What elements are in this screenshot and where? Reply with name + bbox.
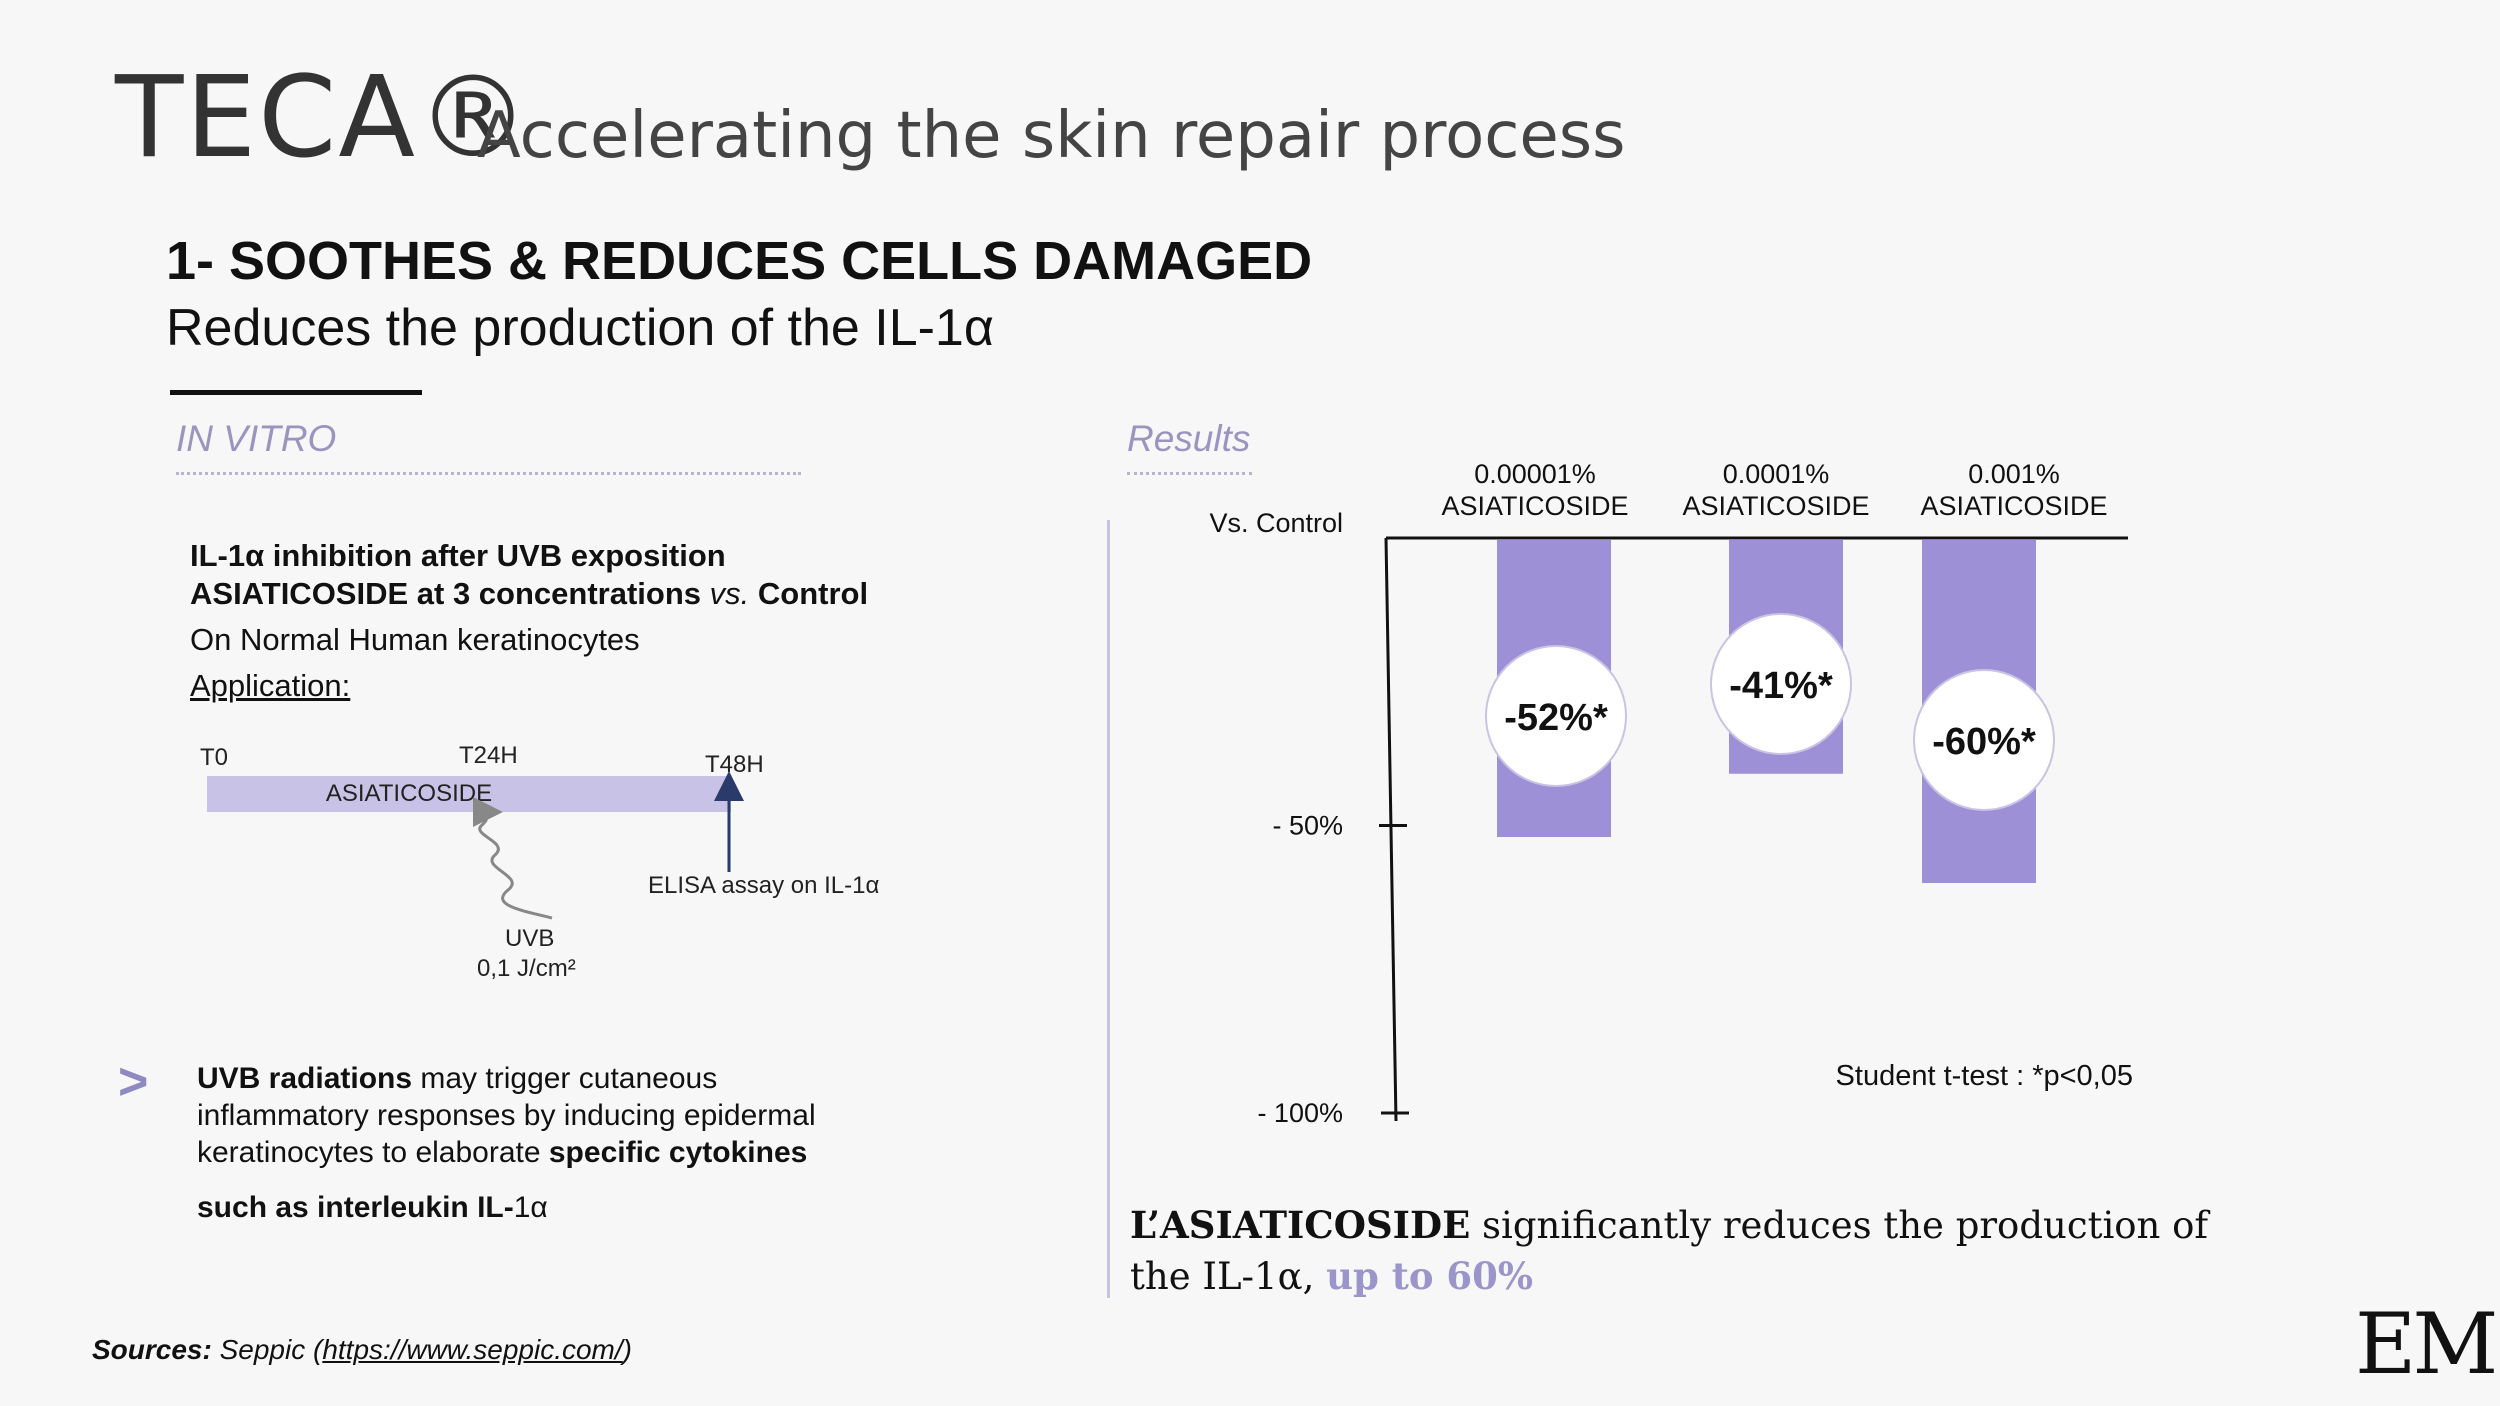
bullet-line: UVB radiations may trigger cutaneous: [197, 1062, 718, 1095]
chart-baseline-label: Vs. Control: [1209, 508, 1343, 538]
timeline-elisa: ELISA assay on IL-1α: [648, 872, 880, 899]
sources-footer: Sources: Seppic (https://www.seppic.com/…: [92, 1334, 632, 1365]
chart-category-label: ASIATICOSIDE: [1920, 491, 2107, 521]
chart-category-label: 0.001%: [1968, 459, 2060, 489]
chart-y-axis: [1384, 537, 1398, 1122]
chart-y-tick-label: - 50%: [1272, 811, 1343, 841]
uvb-wave: [472, 797, 553, 920]
timeline-bar: [207, 776, 731, 812]
chart-data-label-circle: [1710, 613, 1852, 755]
in-vitro-label: IN VITRO: [176, 418, 337, 459]
timeline-bar-label: ASIATICOSIDE: [325, 780, 493, 807]
in-vitro-divider: [176, 472, 801, 475]
chart-category-label: 0.00001%: [1474, 459, 1596, 489]
chart-data-label: -52%*: [1504, 697, 1608, 739]
chart-category-label: ASIATICOSIDE: [1682, 491, 1869, 521]
sources-link[interactable]: https://www.seppic.com/: [322, 1334, 623, 1365]
section-subheading: Reduces the production of the IL-1α: [166, 299, 994, 357]
chart-data-label: -60%*: [1932, 721, 2036, 763]
chart-data-label-circle: [1485, 645, 1627, 787]
panel-divider: [1107, 520, 1110, 1298]
timeline-t24: T24H: [459, 742, 518, 769]
results-label: Results: [1127, 418, 1251, 459]
application-label: Application:: [190, 668, 351, 703]
results-divider: [1127, 472, 1252, 475]
timeline-uvb: UVB: [505, 925, 555, 952]
bullet-line: keratinocytes to elaborate specific cyto…: [197, 1136, 808, 1169]
study-cells: On Normal Human keratinocytes: [190, 622, 640, 657]
conclusion-text: L’ASIATICOSIDE significantly reduces the…: [1130, 1203, 2209, 1298]
chart-category-label: ASIATICOSIDE: [1441, 491, 1628, 521]
study-subtitle: ASIATICOSIDE at 3 concentrations vs. Con…: [190, 576, 869, 611]
bullet-line: such as interleukin IL-1α: [197, 1191, 548, 1224]
chart-y-tick-label: - 100%: [1257, 1098, 1343, 1128]
chart-stat-note: Student t-test : *p<0,05: [1836, 1060, 2133, 1092]
section-heading: 1- SOOTHES & REDUCES CELLS DAMAGED: [166, 231, 1313, 291]
chart-category-label: 0.0001%: [1723, 459, 1830, 489]
em-logo: EM: [2355, 1295, 2498, 1393]
timeline-diagram: [472, 771, 744, 920]
heading-underline: [170, 390, 422, 395]
study-title: IL-1α inhibition after UVB exposition: [190, 538, 726, 573]
chart-data-label-circle: [1913, 669, 2055, 811]
timeline-dose: 0,1 J/cm²: [477, 955, 576, 982]
bullet-line: inflammatory responses by inducing epide…: [197, 1099, 816, 1132]
chart-data-label: -41%*: [1729, 665, 1833, 707]
page-tagline: Accelerating the skin repair process: [477, 99, 1626, 173]
timeline-t0: T0: [200, 744, 229, 771]
brand-title: TECA®: [115, 53, 531, 183]
chevron-right-icon: >: [118, 1053, 149, 1111]
